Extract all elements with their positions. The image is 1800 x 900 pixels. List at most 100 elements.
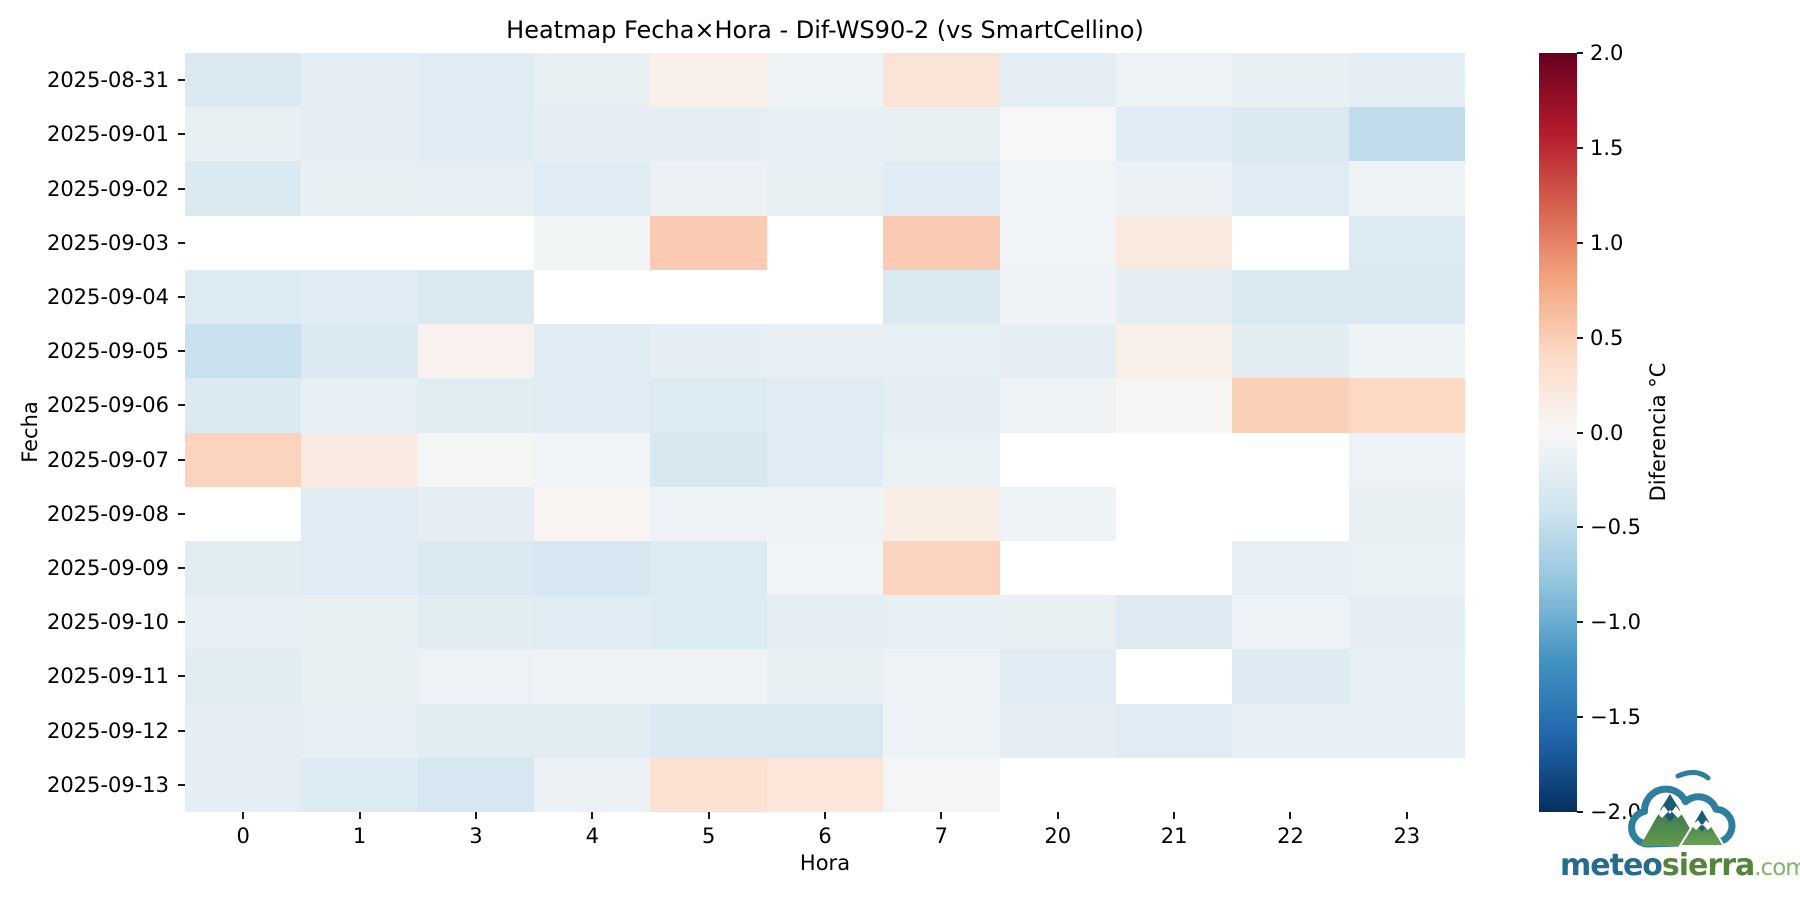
heatmap-cell — [1348, 703, 1465, 758]
colorbar-tick-mark — [1577, 431, 1583, 434]
heatmap-cell — [301, 215, 418, 270]
heatmap-cell — [766, 757, 884, 812]
heatmap-cell — [1232, 595, 1349, 650]
heatmap-cell — [1348, 161, 1465, 216]
heatmap-cell — [534, 378, 651, 433]
colorbar — [1539, 53, 1577, 812]
x-axis-tick-label: 1 — [352, 824, 367, 848]
heatmap-cell — [883, 269, 1000, 325]
heatmap-cell — [301, 757, 418, 812]
heatmap-cell — [417, 269, 535, 325]
heatmap-cell — [417, 649, 535, 704]
heatmap-cell — [417, 161, 535, 216]
heatmap-cell — [766, 215, 884, 270]
heatmap-cell — [1115, 269, 1233, 325]
heatmap-cell — [883, 703, 1000, 758]
meteosierra-logo: meteosierra.com — [1560, 766, 1800, 896]
x-axis-tick-label: 4 — [585, 824, 599, 848]
heatmap-cell — [417, 378, 535, 433]
heatmap-cell — [650, 378, 767, 433]
heatmap-cell — [534, 649, 651, 704]
heatmap-cell — [999, 107, 1116, 162]
heatmap-cell — [1232, 161, 1349, 216]
heatmap-cell — [766, 107, 884, 162]
x-axis-tick-label: 21 — [1160, 824, 1188, 848]
logo-brand-part1: meteo — [1560, 848, 1663, 883]
heatmap-cell — [999, 649, 1116, 704]
heatmap-cell — [301, 703, 418, 758]
x-axis-tick-mark — [940, 812, 943, 819]
heatmap-cell — [883, 432, 1000, 487]
y-axis-tick-mark — [178, 350, 185, 353]
heatmap-cell — [185, 757, 302, 812]
heatmap-cell — [1115, 161, 1233, 216]
colorbar-tick-label: 1.0 — [1590, 230, 1624, 255]
y-axis-tick-mark — [178, 621, 185, 624]
heatmap-cell — [1232, 703, 1349, 758]
heatmap-cell — [766, 540, 884, 596]
heatmap-cell — [883, 540, 1000, 596]
colorbar-tick-label: −0.5 — [1590, 515, 1641, 540]
y-axis-tick-mark — [178, 241, 185, 244]
heatmap-cell — [1232, 432, 1349, 487]
colorbar-tick-label: 0.0 — [1590, 420, 1624, 445]
y-axis-tick-label: 2025-09-10 — [46, 610, 169, 635]
x-axis-tick-mark — [1289, 812, 1292, 819]
heatmap-cell — [650, 649, 767, 704]
y-axis-tick-label: 2025-09-04 — [46, 284, 169, 309]
heatmap-cell — [766, 703, 884, 758]
heatmap-cell — [766, 53, 884, 108]
heatmap-cell — [417, 486, 535, 541]
heatmap-cell — [1115, 378, 1233, 433]
y-axis-tick-label: 2025-09-07 — [46, 447, 169, 472]
heatmap-cell — [1115, 757, 1233, 812]
heatmap-cell — [883, 649, 1000, 704]
logo-text: meteosierra.com — [1560, 848, 1800, 883]
heatmap-cell — [301, 649, 418, 704]
heatmap-cell — [185, 649, 302, 704]
y-axis-tick-mark — [178, 187, 185, 190]
heatmap-cell — [534, 161, 651, 216]
x-axis-tick-label: 23 — [1393, 824, 1421, 848]
heatmap-cell — [999, 540, 1116, 596]
heatmap-cell — [534, 432, 651, 487]
heatmap-cell — [883, 378, 1000, 433]
heatmap-cell — [534, 107, 651, 162]
heatmap-cell — [1115, 107, 1233, 162]
heatmap-cell — [1232, 215, 1349, 270]
heatmap-grid — [185, 53, 1465, 812]
heatmap-cell — [1232, 107, 1349, 162]
heatmap-cell — [650, 540, 767, 596]
heatmap-cell — [650, 432, 767, 487]
x-axis-ticks: 0 1 3 4 5 6 7 20 21 22 23 — [185, 812, 1465, 872]
y-axis-tick-mark — [178, 675, 185, 678]
colorbar-tick-mark — [1577, 621, 1583, 624]
heatmap-cell — [999, 378, 1116, 433]
heatmap-cell — [883, 486, 1000, 541]
heatmap-cell — [417, 53, 535, 108]
colorbar-label: Diferencia °C — [1646, 362, 1670, 502]
colorbar-tick-mark — [1577, 811, 1583, 813]
heatmap-cell — [883, 53, 1000, 108]
heatmap-cell — [301, 540, 418, 596]
heatmap-cell — [1348, 649, 1465, 704]
heatmap-cell — [999, 432, 1116, 487]
heatmap-cell — [417, 757, 535, 812]
x-axis-tick-label: 7 — [934, 824, 949, 848]
colorbar-tick-label: 0.5 — [1590, 325, 1624, 350]
heatmap-cell — [766, 486, 884, 541]
heatmap-cell — [650, 486, 767, 541]
heatmap-cell — [999, 486, 1116, 541]
x-axis-label: Hora — [799, 851, 851, 875]
heatmap-cell — [185, 215, 302, 270]
x-axis-tick-mark — [707, 812, 710, 819]
x-axis-tick-mark — [358, 812, 361, 819]
heatmap-cell — [417, 215, 535, 270]
heatmap-cell — [766, 649, 884, 704]
colorbar-tick-mark — [1577, 336, 1583, 339]
heatmap-cell — [766, 432, 884, 487]
y-axis-tick-label: 2025-09-05 — [46, 339, 169, 364]
y-axis-tick-label: 2025-09-06 — [46, 393, 169, 418]
heatmap-cell — [185, 324, 302, 379]
x-axis-tick-mark — [1056, 812, 1059, 819]
